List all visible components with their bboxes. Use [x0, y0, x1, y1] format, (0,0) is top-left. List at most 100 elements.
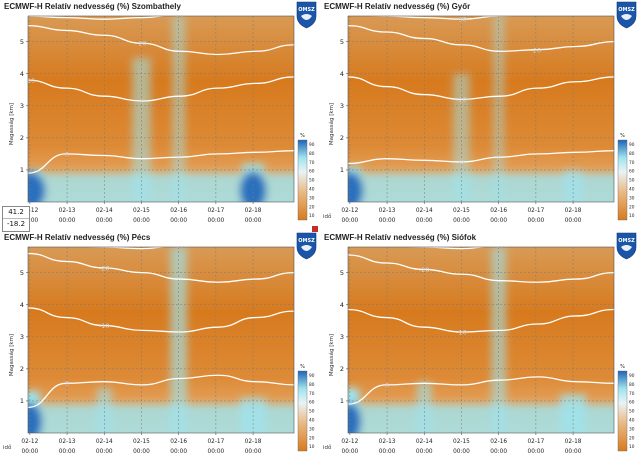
y-tick-label: 1 — [340, 166, 344, 174]
colorbar-tick-label: 40 — [309, 417, 315, 423]
isoline--20 — [28, 252, 294, 283]
chart-panel-siofok: ECMWF-H Relatív nedvesség (%) Siófok -30… — [320, 231, 640, 461]
colorbar-tick-label: 20 — [309, 204, 315, 210]
x-tick-label: 02-13 — [59, 439, 76, 445]
panel-resize-handle[interactable] — [312, 226, 318, 232]
x-tick-label: 02-14 — [96, 439, 113, 445]
colorbar-tick-label: 90 — [309, 142, 315, 148]
chart-szombathely[interactable]: -30 -20 -10 0 1 2 3 4 5 Magasság [km] 02-12 00:00 02… — [0, 0, 320, 230]
grid — [348, 247, 614, 433]
chart-title: ECMWF-H Relatív nedvesség (%) Pécs — [4, 233, 151, 242]
x-tick-label: 02-18 — [245, 439, 262, 445]
colorbar-unit: % — [300, 133, 305, 139]
y-axis-label: Magasság [km] — [328, 103, 335, 145]
x-tick-time: 00:00 — [170, 449, 187, 455]
isoline-label: 0 — [385, 381, 389, 389]
readout-value-bottom: -18.2 — [3, 218, 29, 230]
colorbar-tick-label: 10 — [309, 213, 315, 219]
colorbar-tick-label: 70 — [309, 160, 315, 166]
isoline--10 — [28, 76, 294, 102]
y-tick-label: 1 — [20, 166, 24, 174]
chart-title: ECMWF-H Relatív nedvesség (%) Szombathel… — [4, 2, 181, 11]
humidity-column-1 — [96, 388, 112, 433]
humidity-core-0 — [348, 171, 364, 202]
y-axis-label: Magasság [km] — [8, 103, 15, 145]
x-tick-label: 02-15 — [133, 208, 150, 214]
y-tick-label: 5 — [20, 269, 24, 277]
x-tick-time: 00:00 — [208, 449, 225, 455]
plot-area: -30 -20 -10 0 — [348, 16, 614, 202]
x-tick-time: 00:00 — [59, 449, 76, 455]
x-tick-label: 02-18 — [565, 439, 582, 445]
x-tick-time: 00:00 — [96, 449, 113, 455]
x-tick-label: 02-12 — [21, 208, 38, 214]
isoline-label: -10 — [99, 322, 110, 330]
chart-siofok[interactable]: -30 -20 -10 0 1 2 3 4 5 Magasság [km] 02-12 00:00 02… — [320, 231, 640, 461]
y-tick-label: 4 — [20, 70, 24, 78]
colorbar-tick-label: 70 — [629, 391, 635, 397]
x-tick-label: 02-13 — [379, 439, 396, 445]
humidity-core-0 — [28, 171, 46, 202]
humidity-core-3 — [239, 171, 267, 202]
y-tick-label: 1 — [20, 397, 24, 405]
x-tick-label: 02-18 — [245, 208, 262, 214]
plot-frame — [347, 15, 615, 203]
x-tick-label: 02-16 — [170, 208, 187, 214]
y-tick-label: 4 — [340, 70, 344, 78]
colorbar-tick-label: 50 — [629, 178, 635, 184]
isoline-0 — [348, 376, 614, 405]
chart-gyor[interactable]: -30 -20 -10 0 1 2 3 4 5 Magasság [km] 02-12 00:00 02… — [320, 0, 640, 230]
plot-frame — [27, 246, 295, 434]
isoline-label: -30 — [173, 11, 184, 19]
colorbar-tick-label: 80 — [629, 382, 635, 388]
x-tick-label: 02-17 — [527, 439, 544, 445]
chart-panel-gyor: ECMWF-H Relatív nedvesség (%) Győr -30 -2… — [320, 0, 640, 230]
x-tick-label: 02-15 — [453, 208, 470, 214]
x-tick-time: 00:00 — [379, 449, 396, 455]
isoline-label: -30 — [173, 242, 184, 250]
humidity-core-0 — [348, 402, 362, 433]
x-tick-label: 02-14 — [96, 208, 113, 214]
x-tick-label: 02-16 — [490, 439, 507, 445]
colorbar-tick-label: 80 — [309, 382, 315, 388]
logo-text: OMSZ — [298, 7, 315, 13]
logo-emblem-icon — [301, 245, 312, 251]
chart-title: ECMWF-H Relatív nedvesség (%) Siófok — [324, 233, 477, 242]
colorbar-tick-label: 60 — [309, 400, 315, 406]
colorbar-tick-label: 80 — [309, 151, 315, 157]
isoline-label: 0 — [65, 150, 69, 158]
y-tick-label: 5 — [20, 38, 24, 46]
isoline-label: -20 — [99, 264, 110, 272]
colorbar-unit: % — [620, 364, 625, 370]
logo-text: OMSZ — [298, 238, 315, 244]
colorbar-tick-label: 20 — [309, 435, 315, 441]
chart-panel-szombathely: ECMWF-H Relatív nedvesség (%) Szombathel… — [0, 0, 320, 230]
isoline--20 — [348, 254, 614, 283]
x-tick-label: 02-15 — [133, 439, 150, 445]
x-tick-label: 02-18 — [565, 208, 582, 214]
colorbar-tick-label: 10 — [629, 213, 635, 219]
x-tick-label: 02-13 — [379, 208, 396, 214]
colorbar-tick-label: 60 — [629, 400, 635, 406]
omsz-logo: OMSZ — [616, 232, 637, 260]
isoline-label: -30 — [493, 242, 504, 250]
x-tick-time: 00:00 — [133, 218, 150, 224]
x-tick-time: 00:00 — [133, 449, 150, 455]
colorbar-tick-label: 30 — [629, 426, 635, 432]
isoline-0 — [28, 374, 294, 408]
plot-area: -30 -20 -10 0 — [28, 11, 294, 202]
y-tick-label: 3 — [20, 102, 24, 110]
x-tick-label: 02-13 — [59, 208, 76, 214]
colorbar — [617, 139, 628, 221]
y-tick-label: 2 — [20, 365, 24, 373]
x-tick-time: 00:00 — [342, 218, 359, 224]
colorbar-unit: % — [300, 364, 305, 370]
chart-pecs[interactable]: -30 -20 -10 0 1 2 3 4 5 Magasság [km] 02-12 00:00 02… — [0, 231, 320, 461]
y-tick-label: 4 — [340, 301, 344, 309]
x-tick-time: 00:00 — [170, 218, 187, 224]
y-axis-label: Magasság [km] — [328, 334, 335, 376]
isoline-label: -10 — [456, 96, 467, 104]
colorbar-tick-label: 70 — [309, 391, 315, 397]
x-tick-time: 00:00 — [490, 218, 507, 224]
plot-frame — [27, 15, 295, 203]
